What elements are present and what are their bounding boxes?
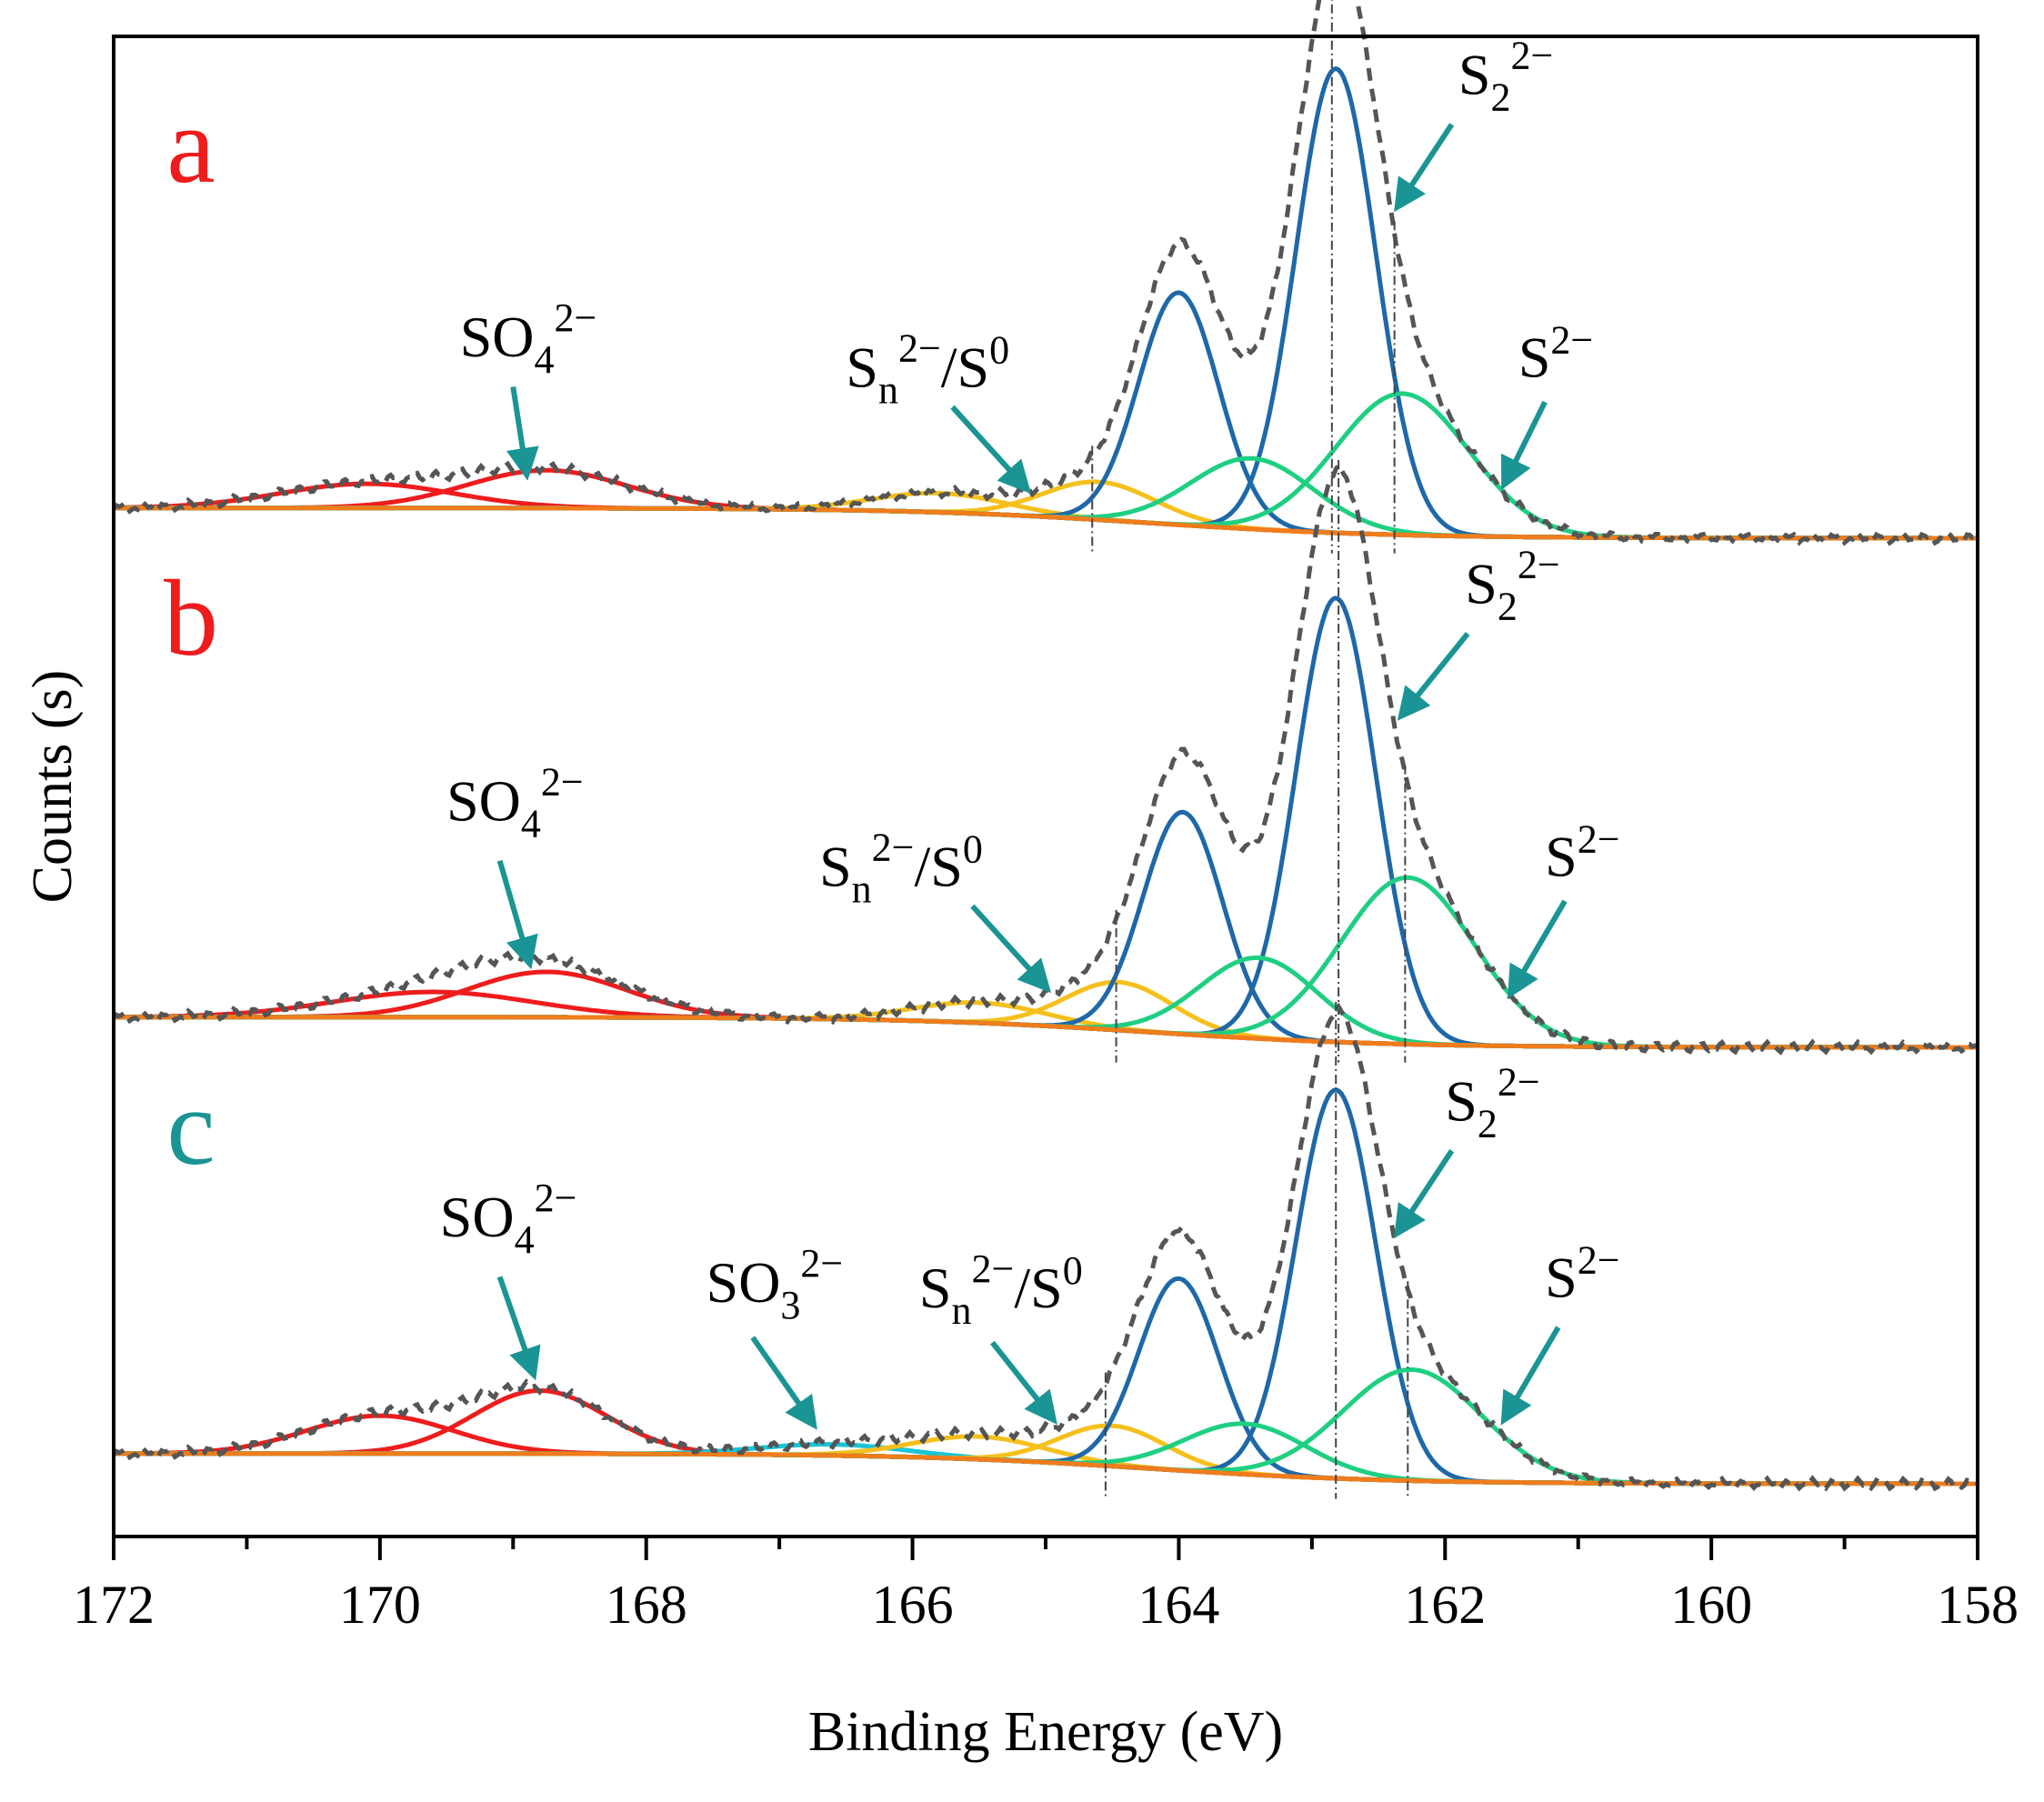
x-tick-label: 170	[339, 1575, 421, 1635]
panel-letter-b: b	[164, 557, 218, 678]
peak-label-s2: S2−	[1545, 816, 1619, 888]
x-tick-label: 172	[73, 1575, 155, 1635]
panel-letter-a: a	[166, 85, 215, 205]
y-axis-title: Counts (s)	[22, 670, 84, 904]
peak-s2-2-5	[114, 596, 1978, 1050]
x-axis: 172 170 168 166 164 162 160 158	[73, 1537, 2019, 1635]
peak-so4-1	[114, 1388, 1978, 1487]
arrow-sn-s0	[950, 405, 1032, 495]
peak-label-s2-2: S22−	[1445, 1059, 1539, 1146]
x-tick-label: 162	[1404, 1575, 1486, 1635]
peak-s2-7	[114, 875, 1978, 1050]
panel-letter-c: c	[166, 1066, 215, 1187]
peak-label-sn-s0: Sn2−/S0	[819, 825, 983, 911]
peak-s2-6	[114, 456, 1978, 541]
arrow-s2-2	[1394, 123, 1455, 213]
peak-label-so4: SO42−	[446, 759, 584, 846]
arrow-s2-2	[1394, 1149, 1455, 1239]
arrow-so4	[506, 386, 539, 481]
panel-b: b SO42− Sn2−/S0 S22− S2−	[112, 459, 1979, 1063]
arrow-so4	[496, 1276, 541, 1381]
panel-c: c SO42− SO32− Sn2−/S0 S22− S2−	[112, 1001, 1979, 1499]
peak-label-s2: S2−	[1518, 317, 1593, 389]
arrow-so4	[496, 859, 538, 970]
background-line	[114, 1015, 1978, 1050]
x-tick-label: 158	[1937, 1575, 2019, 1635]
x-axis-title: Binding Energy (eV)	[808, 1701, 1283, 1763]
x-tick-label: 166	[872, 1575, 954, 1635]
x-tick-label: 164	[1137, 1575, 1219, 1635]
arrow-s2-2	[1397, 632, 1470, 721]
peak-label-so4: SO42−	[440, 1176, 577, 1262]
arrow-s2	[1507, 899, 1568, 999]
arrow-s2	[1501, 400, 1548, 491]
peak-label-s2: S2−	[1545, 1238, 1619, 1310]
arrow-so3	[750, 1336, 817, 1430]
x-tick-label: 168	[606, 1575, 687, 1635]
panel-a: a SO42− Sn2−/S0 S22− S2−	[112, 0, 1979, 554]
peak-label-so3: SO32−	[706, 1241, 844, 1327]
peak-label-sn-s0: Sn2−/S0	[846, 326, 1009, 413]
envelope-line	[112, 461, 1979, 1056]
peak-s2-6	[114, 955, 1978, 1050]
peak-label-s2-2: S22−	[1458, 34, 1553, 120]
x-tick-label: 160	[1670, 1575, 1752, 1635]
peak-s2-2-5	[114, 66, 1978, 541]
envelope-line	[112, 0, 1979, 546]
background-line	[114, 1451, 1978, 1487]
peak-so4-0	[114, 989, 1978, 1050]
peak-label-so4: SO42−	[460, 295, 597, 382]
arrow-sn-s0	[990, 1340, 1057, 1425]
plot-area: a SO42− Sn2−/S0 S22− S2− b SO42− Sn2−/S0 S22− S2−…	[112, 0, 1979, 1499]
arrow-sn-s0	[970, 904, 1052, 994]
arrow-s2	[1500, 1326, 1561, 1426]
peak-label-sn-s0: Sn2−/S0	[919, 1246, 1083, 1333]
peak-label-s2-2: S22−	[1465, 543, 1559, 629]
